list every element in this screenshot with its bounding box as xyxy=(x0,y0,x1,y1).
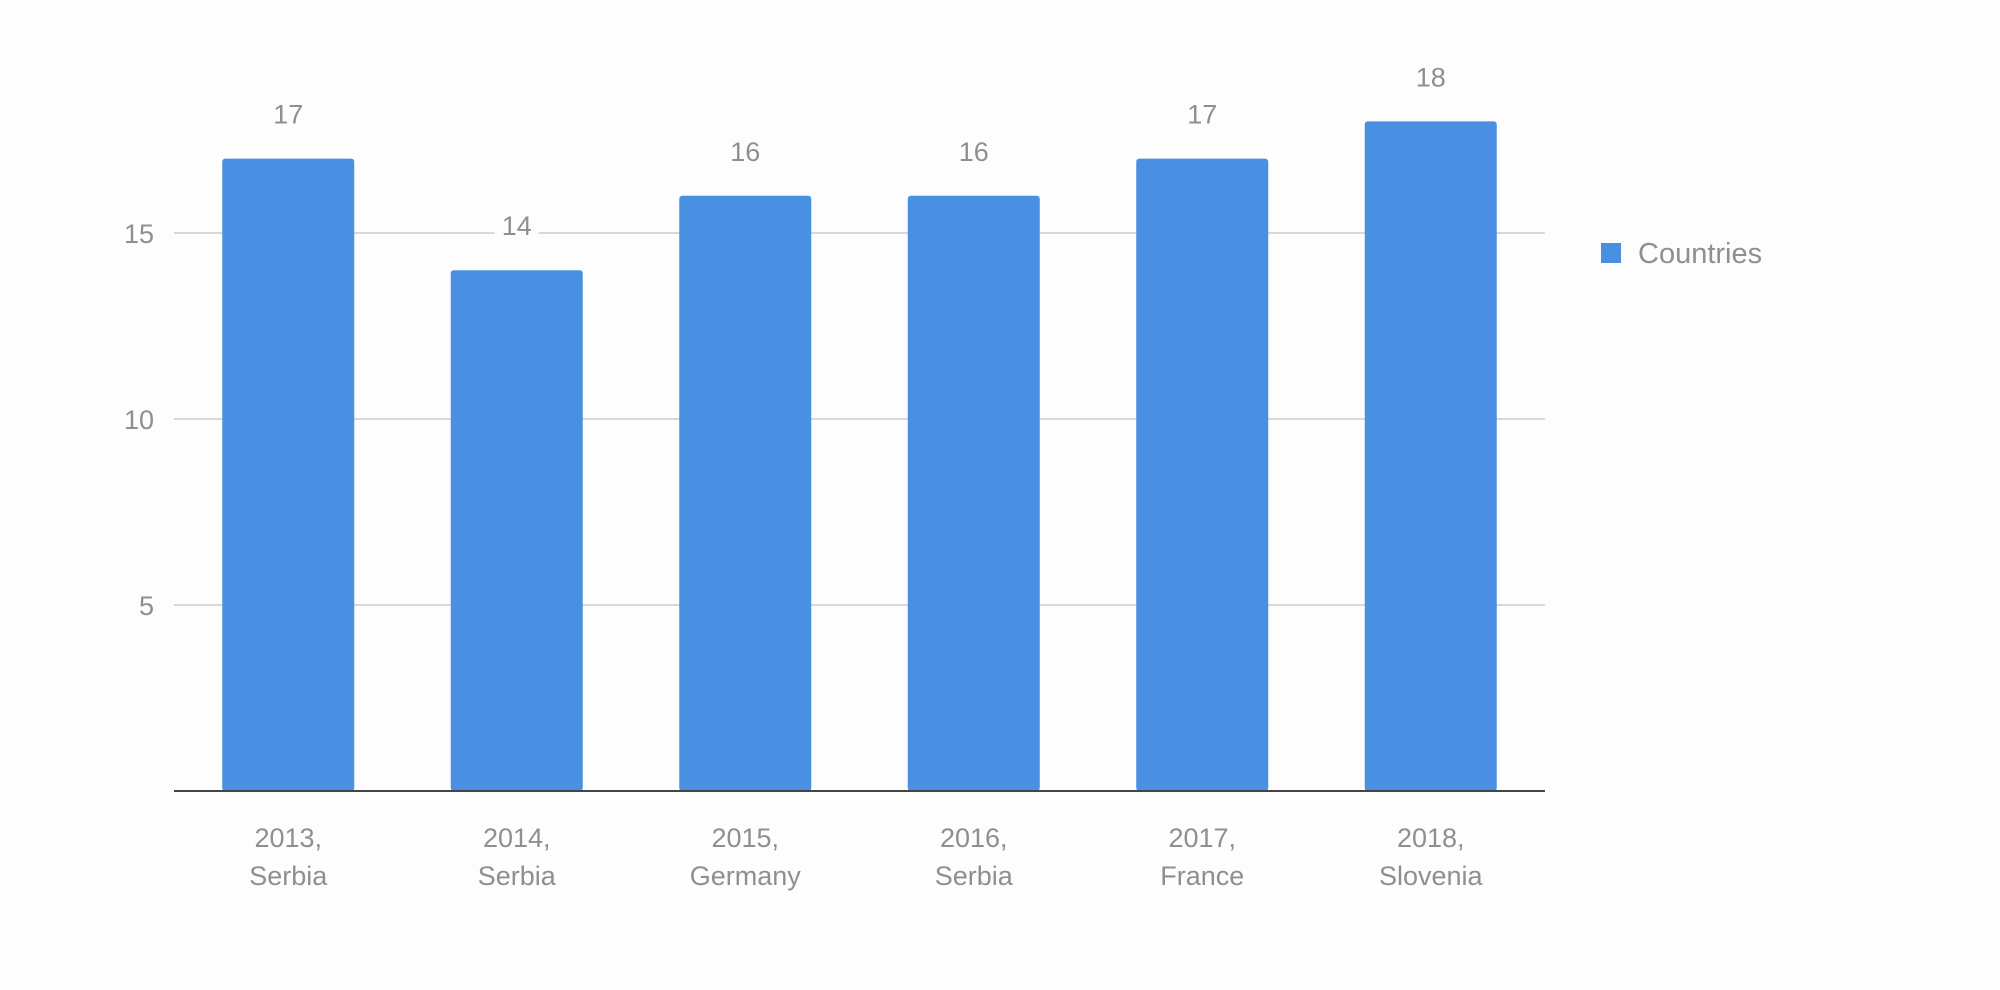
gridlines xyxy=(174,232,1545,606)
data-label: 18 xyxy=(1416,62,1446,92)
x-axis-ticks: 2013, Serbia 2014, Serbia 2015, Germany 2016, S… xyxy=(249,823,1483,891)
x-tick-label: 2017, xyxy=(1168,823,1236,853)
legend: Countries xyxy=(1601,238,1762,270)
x-tick-label: 2013, xyxy=(254,823,322,853)
data-label: 16 xyxy=(959,137,989,167)
x-tick-label: Slovenia xyxy=(1379,861,1484,891)
data-label-bg xyxy=(1180,97,1225,132)
data-label: 17 xyxy=(273,100,303,130)
x-tick-label: 2016, xyxy=(940,823,1008,853)
x-tick-label: Serbia xyxy=(935,861,1014,891)
x-tick-label: 2014, xyxy=(483,823,551,853)
bar-4 xyxy=(1136,158,1269,792)
data-label: 16 xyxy=(730,137,760,167)
y-axis-ticks: 5 10 15 xyxy=(124,219,154,621)
data-label-bg xyxy=(951,134,996,169)
data-labels: 17 14 16 16 17 18 xyxy=(266,60,1453,244)
y-tick-label: 10 xyxy=(124,405,154,435)
bar-3 xyxy=(907,195,1040,792)
data-label-bg xyxy=(723,134,768,169)
bar-0 xyxy=(222,158,355,792)
legend-label: Countries xyxy=(1638,238,1762,270)
x-tick-label: Serbia xyxy=(249,861,328,891)
bar-1 xyxy=(450,270,583,791)
x-tick-label: 2018, xyxy=(1397,823,1465,853)
data-label-bg xyxy=(1408,60,1453,95)
data-label-bg xyxy=(266,97,311,132)
data-label-bg xyxy=(494,209,539,244)
y-tick-label: 15 xyxy=(124,219,154,249)
x-tick-label: 2015, xyxy=(711,823,779,853)
x-tick-label: Germany xyxy=(690,861,802,891)
bar-5 xyxy=(1364,121,1497,791)
x-tick-label: France xyxy=(1160,861,1244,891)
y-tick-label: 5 xyxy=(139,591,154,621)
x-tick-label: Serbia xyxy=(478,861,557,891)
bars xyxy=(222,121,1497,792)
data-label: 17 xyxy=(1187,100,1217,130)
bar-2 xyxy=(679,195,812,792)
data-label: 14 xyxy=(502,211,532,241)
legend-swatch xyxy=(1601,243,1621,263)
